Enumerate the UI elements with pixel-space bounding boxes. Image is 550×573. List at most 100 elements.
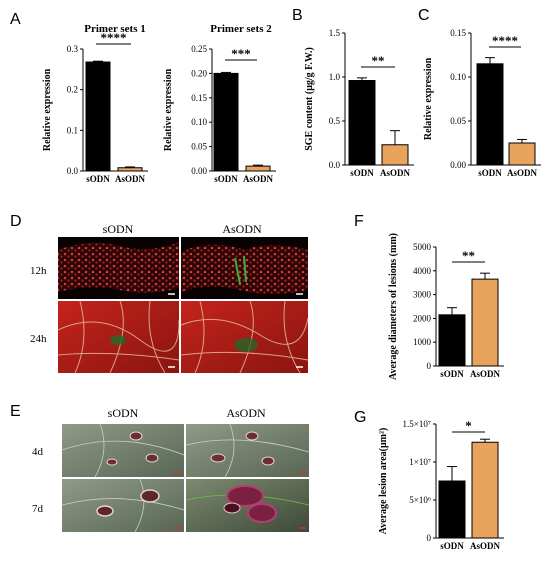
chart-f-significance-label: ** xyxy=(462,248,475,263)
leaf-photo-asodn-4d xyxy=(186,424,309,477)
chart-a2-y-axis-label: Relative expression xyxy=(163,68,174,151)
lesion-spot xyxy=(140,489,160,503)
panel-label-f: F xyxy=(354,213,364,230)
leaf-veins-sodn xyxy=(57,300,180,374)
chart-f-category-sodn: sODN xyxy=(440,369,464,379)
leaf-veins xyxy=(61,478,185,533)
chart-a1-title: Primer sets 1 xyxy=(84,23,146,35)
lesion-spot xyxy=(223,502,241,514)
chart-b-significance-label: ** xyxy=(372,53,385,68)
lesion-spot-asodn-24h xyxy=(234,338,258,352)
chart-a2-y-tick-label: 0.20 xyxy=(191,68,207,78)
chart-b-y-tick-label: 1.5 xyxy=(329,28,341,38)
chart-a2-y-tick-label: 0.15 xyxy=(191,93,207,103)
panel-e-col-sodn: sODN xyxy=(108,406,139,420)
chart-g-significance-label: * xyxy=(465,418,472,433)
panel-e-row-4d: 4d xyxy=(32,446,44,458)
chart-c-bar-sodn xyxy=(476,63,504,166)
chart-a1-category-asodn: AsODN xyxy=(115,174,146,184)
chart-g-y-tick-label: 5×10⁶ xyxy=(409,495,431,505)
chart-g-bar-sodn xyxy=(438,480,466,539)
panel-e-images: sODN AsODN 4d 7d xyxy=(32,406,310,533)
panel-label-g: G xyxy=(354,409,366,426)
chart-b-bar-sodn xyxy=(348,80,376,166)
chart-a-primer-sets-1: Primer sets 1 Relative expression 0.0 0.1 0.… xyxy=(42,23,148,184)
chart-a1-bar-sodn xyxy=(85,61,111,172)
chart-a2-y-tick-label: 0.05 xyxy=(191,142,207,152)
chart-a1-y-tick-label: 0.1 xyxy=(67,125,78,135)
chart-b-category-asodn: AsODN xyxy=(380,168,411,178)
fluorescence-green-12h xyxy=(234,255,247,285)
chart-c-significance-label: **** xyxy=(492,33,518,48)
chart-f-y-tick-label: 1000 xyxy=(413,337,432,347)
chart-b-sge-content: SGE content (μg/g F.W.) 0.0 0.5 1.0 1.5 sODN A… xyxy=(304,28,414,178)
panel-d-row-12h: 12h xyxy=(30,265,47,277)
chart-g-category-asodn: AsODN xyxy=(470,541,501,551)
chart-a1-bar-asodn xyxy=(117,167,143,172)
panel-label-e: E xyxy=(10,403,21,420)
leaf-photo-sodn-7d xyxy=(62,479,184,532)
chart-a2-title: Primer sets 2 xyxy=(210,23,272,35)
panel-label-a: A xyxy=(10,11,21,28)
lesion-spot xyxy=(129,431,143,441)
chart-c-y-tick-label: 0.10 xyxy=(450,72,466,82)
panel-d-images: sODN AsODN 12h 24h xyxy=(30,222,309,374)
lesion-spot xyxy=(106,458,118,466)
chart-c-category-asodn: AsODN xyxy=(507,168,538,178)
chart-b-bar-asodn xyxy=(381,144,409,166)
chart-f-y-tick-label: 3000 xyxy=(413,290,432,300)
chart-g-bar-asodn xyxy=(471,441,499,539)
leaf-photo-sodn-4d xyxy=(62,424,184,477)
chart-c-y-tick-label: 0.05 xyxy=(450,116,466,126)
panel-d-col-sodn: sODN xyxy=(103,222,134,236)
chart-f-bar-sodn xyxy=(438,314,466,367)
panel-e-row-7d: 7d xyxy=(32,503,44,515)
lesion-spot xyxy=(245,431,259,441)
chart-b-y-tick-label: 0.0 xyxy=(329,160,341,170)
chart-a1-category-sodn: sODN xyxy=(86,174,110,184)
chart-a2-bar-sodn xyxy=(213,72,239,172)
chart-b-y-axis-label: SGE content (μg/g F.W.) xyxy=(304,47,315,151)
chart-a2-significance-label: *** xyxy=(231,46,251,61)
lesion-spot xyxy=(145,453,159,463)
panel-label-d: D xyxy=(10,213,22,230)
chart-c-y-tick-label: 0.00 xyxy=(450,160,466,170)
chart-b-y-tick-label: 0.5 xyxy=(329,116,341,126)
chart-a2-bar-asodn xyxy=(245,165,271,172)
chart-a2-category-asodn: AsODN xyxy=(243,174,274,184)
leaf-veins xyxy=(185,423,310,478)
chart-a1-significance-label: **** xyxy=(101,30,127,45)
panel-label-b: B xyxy=(292,7,303,24)
lesion-spot-large xyxy=(226,485,264,507)
chart-a1-y-tick-label: 0.3 xyxy=(67,44,79,54)
chart-a1-y-tick-label: 0.2 xyxy=(67,85,78,95)
chart-a2-y-tick-label: 0.00 xyxy=(191,166,207,176)
chart-f-y-tick-label: 0 xyxy=(427,361,432,371)
lesion-spot xyxy=(261,456,275,466)
chart-g-category-sodn: sODN xyxy=(440,541,464,551)
chart-a2-y-tick-label: 0.25 xyxy=(191,44,207,54)
chart-c-relative-expression: Relative expression 0.00 0.05 0.10 0.15 sODN A… xyxy=(423,28,541,178)
chart-f-y-tick-label: 5000 xyxy=(413,242,432,252)
chart-f-y-axis-label: Average diameters of lesions (mm) xyxy=(388,233,399,380)
chart-g-y-tick-label: 1.5×10⁷ xyxy=(403,419,431,429)
chart-g-y-tick-label: 1×10⁷ xyxy=(409,457,431,467)
chart-c-bar-asodn xyxy=(508,142,536,166)
panel-e-col-asodn: AsODN xyxy=(226,406,266,420)
chart-a1-y-axis-label: Relative expression xyxy=(42,68,53,151)
chart-b-y-tick-label: 1.0 xyxy=(329,72,341,82)
chart-g-y-tick-label: 0 xyxy=(427,533,432,543)
chart-f-lesion-diameters: Average diameters of lesions (mm) 0 1000 20… xyxy=(388,233,504,380)
lesion-spot xyxy=(210,453,226,463)
leaf-veins-asodn xyxy=(180,300,309,374)
chart-c-category-sodn: sODN xyxy=(478,168,502,178)
chart-a2-category-sodn: sODN xyxy=(214,174,238,184)
chart-f-category-asodn: AsODN xyxy=(470,369,501,379)
chart-b-category-sodn: sODN xyxy=(350,168,374,178)
chart-c-y-tick-label: 0.15 xyxy=(450,28,466,38)
tissue-sodn-12h xyxy=(58,242,179,293)
lesion-spot-large xyxy=(247,503,277,523)
panel-d-row-24h: 24h xyxy=(30,333,47,345)
leaf-veins xyxy=(61,423,185,478)
